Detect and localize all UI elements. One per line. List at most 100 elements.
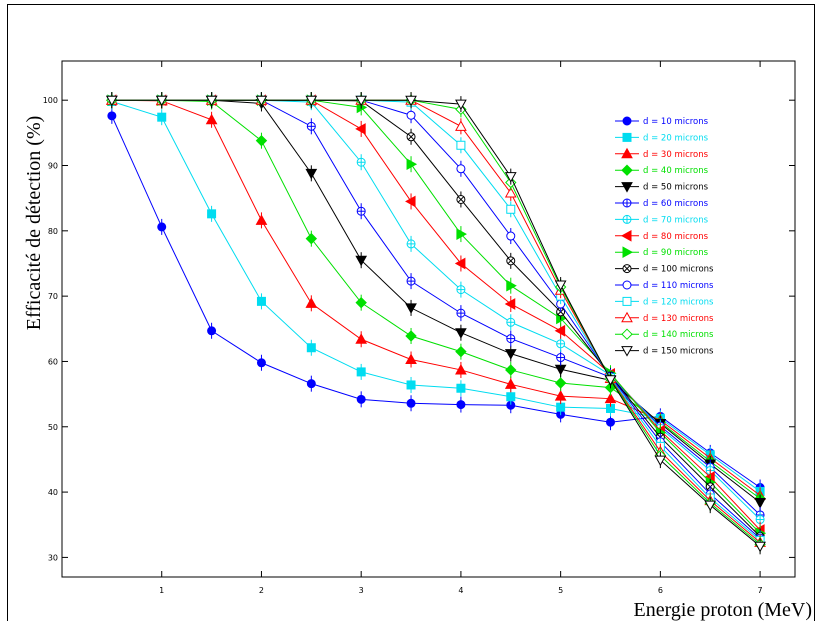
data-point xyxy=(207,209,217,219)
y-tick-label: 80 xyxy=(48,227,58,236)
legend-label: d = 40 microns xyxy=(643,166,709,176)
y-tick-label: 90 xyxy=(48,162,58,171)
data-point xyxy=(405,330,417,342)
data-point xyxy=(554,280,567,292)
data-point xyxy=(456,308,466,318)
legend-label: d = 140 microns xyxy=(643,330,714,340)
data-point xyxy=(506,334,516,344)
data-point xyxy=(506,256,516,266)
data-point xyxy=(554,390,567,401)
legend-label: d = 50 microns xyxy=(643,183,709,193)
legend-marker xyxy=(622,214,632,224)
data-point xyxy=(406,380,416,390)
data-point xyxy=(155,95,168,107)
legend-item: d = 40 microns xyxy=(615,164,709,176)
legend-item: d = 120 microns xyxy=(615,296,714,307)
data-point xyxy=(107,111,117,121)
data-point xyxy=(157,222,167,232)
data-point xyxy=(305,168,318,180)
legend-item: d = 50 microns xyxy=(615,182,709,193)
data-point xyxy=(506,204,516,214)
data-point xyxy=(455,328,467,339)
data-point xyxy=(456,140,466,150)
x-tick-label: 5 xyxy=(558,586,563,595)
data-point xyxy=(754,498,766,509)
data-point xyxy=(456,228,467,240)
x-tick-label: 6 xyxy=(658,586,663,595)
data-point xyxy=(406,110,416,120)
series-15 xyxy=(106,92,766,555)
legend: d = 10 microns d = 20 microns d = 30 micro… xyxy=(615,116,714,357)
legend-label: d = 60 microns xyxy=(643,199,709,209)
legend-label: d = 120 microns xyxy=(643,297,714,307)
legend-marker xyxy=(622,264,632,274)
data-point xyxy=(455,363,467,375)
data-point xyxy=(306,121,316,131)
data-point xyxy=(456,194,466,204)
legend-label: d = 30 microns xyxy=(643,150,709,160)
legend-marker xyxy=(621,164,633,176)
plot-area xyxy=(61,60,796,578)
x-tick-label: 1 xyxy=(159,586,164,595)
data-point xyxy=(456,285,466,295)
data-point xyxy=(504,172,517,183)
data-point xyxy=(305,95,318,107)
series-group xyxy=(105,92,767,555)
data-point xyxy=(755,515,765,525)
legend-item: d = 110 microns xyxy=(615,280,714,291)
y-tick-label: 40 xyxy=(48,488,58,497)
data-point xyxy=(554,377,567,389)
data-point xyxy=(255,134,268,147)
legend-label: d = 100 microns xyxy=(643,265,714,275)
data-point xyxy=(157,112,167,122)
data-point xyxy=(506,317,516,327)
data-point xyxy=(454,257,466,270)
data-point xyxy=(455,345,467,358)
data-point xyxy=(205,113,218,125)
series-line xyxy=(111,99,761,503)
data-point xyxy=(556,402,566,412)
data-point xyxy=(306,343,316,353)
legend-marker xyxy=(621,346,633,357)
data-point xyxy=(406,276,416,286)
data-point xyxy=(355,333,368,344)
y-tick-label: 100 xyxy=(43,96,58,105)
data-point xyxy=(504,298,516,310)
data-point xyxy=(256,358,266,368)
data-point xyxy=(205,95,218,107)
legend-item: d = 10 microns xyxy=(615,116,709,127)
legend-marker xyxy=(622,198,632,208)
legend-marker xyxy=(622,132,632,142)
legend-label: d = 20 microns xyxy=(643,133,709,143)
data-point xyxy=(504,186,517,198)
y-axis-title: Efficacité de détection (%) xyxy=(23,116,45,331)
legend-marker xyxy=(622,246,634,259)
data-point xyxy=(554,324,566,337)
y-tick-label: 30 xyxy=(48,553,58,562)
legend-item: d = 60 microns xyxy=(615,198,709,209)
data-point xyxy=(207,326,217,336)
data-point xyxy=(405,303,417,314)
legend-item: d = 100 microns xyxy=(615,264,714,275)
data-point xyxy=(455,120,467,131)
data-point xyxy=(405,195,416,208)
data-point xyxy=(556,353,566,363)
data-point xyxy=(406,132,416,142)
data-point xyxy=(306,379,316,389)
y-tick-label: 60 xyxy=(48,357,58,366)
data-point xyxy=(406,158,418,171)
data-point xyxy=(506,392,516,402)
data-point xyxy=(256,296,266,306)
axes: 1 2 3 4 5 6 7 30 40 50 60 70 80 90 100 xyxy=(43,61,795,595)
x-axis-title: Energie proton (MeV) xyxy=(634,599,812,621)
legend-marker xyxy=(620,229,632,242)
data-point xyxy=(356,394,366,404)
legend-label: d = 150 microns xyxy=(643,347,714,357)
series-line xyxy=(111,99,761,547)
legend-marker xyxy=(621,147,633,159)
legend-marker xyxy=(622,280,632,290)
data-point xyxy=(606,417,616,427)
legend-marker xyxy=(621,328,633,340)
plot-border xyxy=(61,60,796,578)
data-point xyxy=(456,164,466,174)
